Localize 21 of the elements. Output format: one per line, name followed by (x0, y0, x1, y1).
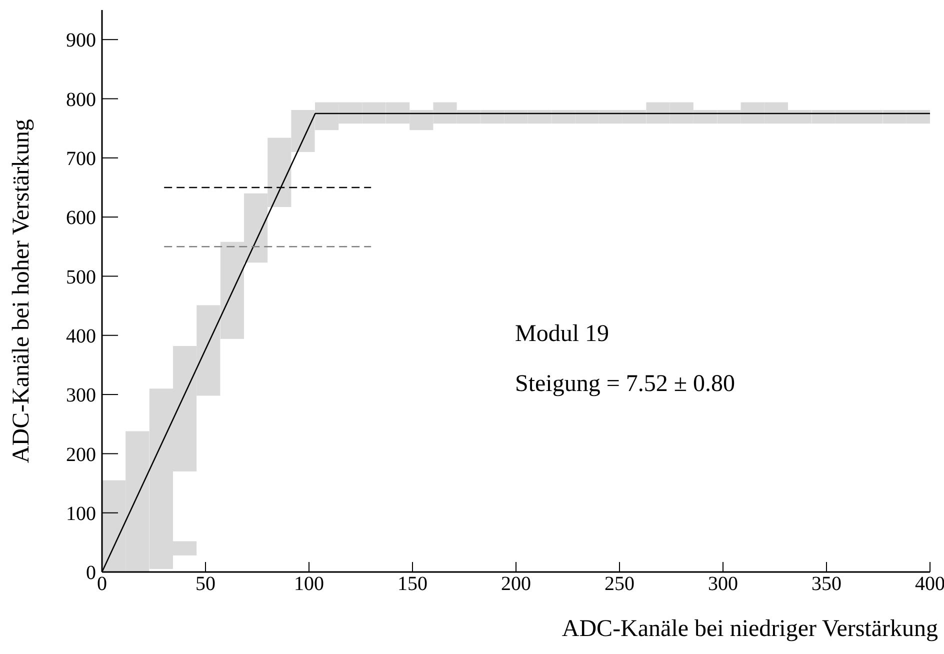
y-axis-title: ADC-Kanäle bei hoher Verstärkung (8, 118, 36, 464)
annotation: Steigung = 7.52 ± 0.80 (515, 371, 736, 398)
x-axis-title: ADC-Kanäle bei niedriger Verstärkung (562, 616, 938, 643)
y-tick-label: 800 (66, 88, 96, 111)
x-tick-label: 100 (294, 573, 324, 596)
x-tick-label: 50 (196, 573, 216, 596)
x-tick-label: 400 (915, 573, 944, 596)
x-tick-label: 200 (501, 573, 531, 596)
y-tick-label: 900 (66, 30, 96, 52)
y-tick-label: 500 (66, 266, 96, 288)
y-tick-label: 700 (66, 148, 96, 170)
y-tick-label: 200 (66, 444, 96, 466)
annotation: Modul 19 (515, 321, 610, 348)
y-tick-label: 300 (66, 384, 96, 407)
y-tick-label: 100 (66, 502, 96, 525)
y-tick-label: 400 (66, 325, 96, 348)
x-tick-label: 300 (708, 573, 738, 596)
x-tick-label: 150 (398, 573, 428, 596)
y-tick-label: 600 (66, 207, 96, 230)
x-tick-label: 350 (812, 573, 842, 596)
x-tick-label: 250 (604, 573, 634, 596)
